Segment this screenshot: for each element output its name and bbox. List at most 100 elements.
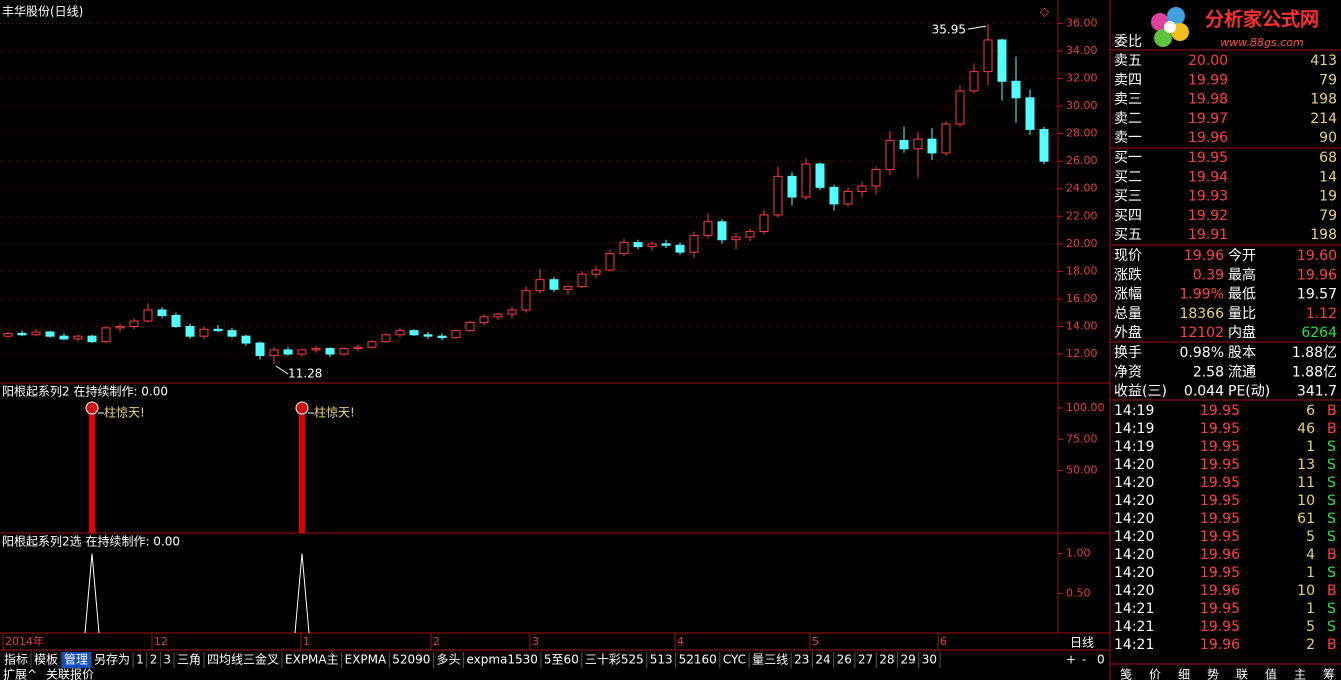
quote-cell: 19.95 [1200,439,1240,455]
y-tick-label: 22.00 [1066,209,1098,222]
tab[interactable]: expma1530 [466,653,537,667]
tab-control[interactable]: + [1066,653,1076,667]
quote-cell: 19.60 [1297,248,1337,264]
candle-body [899,140,909,150]
quote-cell: 19.95 [1200,601,1240,617]
tab[interactable]: 1 [136,653,144,667]
quote-cell: B [1327,421,1337,437]
tab[interactable]: 指标 [4,652,28,667]
quote-cell: 卖一 [1114,130,1142,146]
candle-body [73,335,83,340]
tab[interactable]: 2 [150,653,158,667]
candle-body [969,71,979,92]
candle-body [829,186,839,205]
quote-cell: 14:20 [1114,565,1154,581]
tab[interactable]: EXPMA [345,653,387,667]
tab[interactable]: 三十彩525 [585,653,644,667]
tab[interactable]: 四均线三金叉 [207,652,279,667]
quote-cell: 6264 [1301,325,1337,341]
side-tab[interactable]: 值 [1265,667,1277,680]
quote-cell: 最高 [1228,266,1256,283]
quote-cell: 10 [1297,493,1315,509]
tab[interactable]: 26 [837,653,852,667]
tab[interactable]: CYC [723,653,746,667]
side-tab[interactable]: 价 [1149,668,1161,680]
quote-cell: 流通 [1228,364,1256,380]
candle-body [745,230,755,238]
tab[interactable]: 另存为 [94,653,130,667]
candle-body [857,185,867,193]
candle-body [1011,80,1021,99]
tab[interactable]: 5至60 [544,653,579,667]
candle-body [535,279,545,292]
quote-cell: 19.95 [1200,493,1240,509]
tab[interactable]: 量三线 [752,653,788,667]
tab[interactable]: 管理 [64,652,88,667]
candle-body [801,163,811,198]
tab[interactable]: 3 [163,653,171,667]
quote-cell: 1.99% [1180,287,1224,303]
tab[interactable]: 30 [922,653,937,667]
tab[interactable]: 多头 [436,653,460,667]
quote-cell: 19.95 [1188,150,1228,166]
candle-body [675,244,685,253]
tab[interactable]: 52160 [679,653,717,667]
quote-cell: 46 [1297,421,1315,437]
quote-cell: 买四 [1114,208,1142,224]
quote-cell: 现价 [1114,248,1142,264]
y-tick-label: 14.00 [1066,320,1098,333]
candle-body [297,349,307,355]
candle-body [913,138,923,150]
candle-body [507,309,517,315]
tab[interactable]: 27 [858,653,873,667]
footer-link[interactable]: 关联报价 [46,667,94,680]
quote-cell: 外盘 [1114,324,1142,341]
candle-body [843,191,853,205]
quote-cell: 14:21 [1114,601,1154,617]
quote-cell: B [1327,583,1337,599]
side-tab[interactable]: 联 [1236,668,1248,680]
quote-cell: 19.96 [1200,583,1240,599]
tab-control[interactable]: - [1082,653,1086,667]
quote-cell: 19.95 [1200,421,1240,437]
tab[interactable]: 23 [794,653,809,667]
y-tick-label: 32.00 [1066,72,1098,85]
side-tab[interactable]: 主 [1294,668,1306,680]
quote-cell: 19.96 [1200,547,1240,563]
quote-cell: 214 [1310,111,1337,127]
side-tab[interactable]: 细 [1178,668,1190,680]
quote-cell: 换手 [1114,344,1142,361]
tab[interactable]: 52090 [392,653,430,667]
tab[interactable]: 模板 [34,653,58,667]
date-label: 6 [940,635,947,648]
side-tab[interactable]: 筹 [1323,668,1335,680]
candle-body [1025,97,1035,131]
footer-link[interactable]: 扩展^ [3,668,37,680]
quote-cell: 19.96 [1200,637,1240,653]
tab[interactable]: 28 [879,653,894,667]
candle-body [619,241,629,254]
tab[interactable]: 24 [815,653,830,667]
tab[interactable]: 三角 [177,653,201,667]
candle-body [339,348,349,355]
tab[interactable]: 513 [650,653,673,667]
quote-cell: 19.96 [1188,130,1228,146]
side-tab[interactable]: 势 [1207,668,1219,680]
tab-control[interactable]: 0 [1097,653,1105,667]
quote-cell: 1.12 [1306,306,1337,322]
quote-cell: 最低 [1228,287,1256,303]
quote-cell: S [1327,493,1336,509]
quote-cell: 19.95 [1200,475,1240,491]
quote-cell: 14:19 [1114,439,1154,455]
quote-cell: 量比 [1228,306,1256,322]
candle-body [31,331,41,336]
side-tab[interactable]: 笺 [1120,667,1132,680]
tab[interactable]: EXPMA主 [285,653,339,667]
low-arrow [275,365,289,375]
candle-body [941,123,951,154]
tab[interactable]: 29 [900,653,915,667]
candle-body [437,335,447,339]
quote-cell: 10 [1297,583,1315,599]
